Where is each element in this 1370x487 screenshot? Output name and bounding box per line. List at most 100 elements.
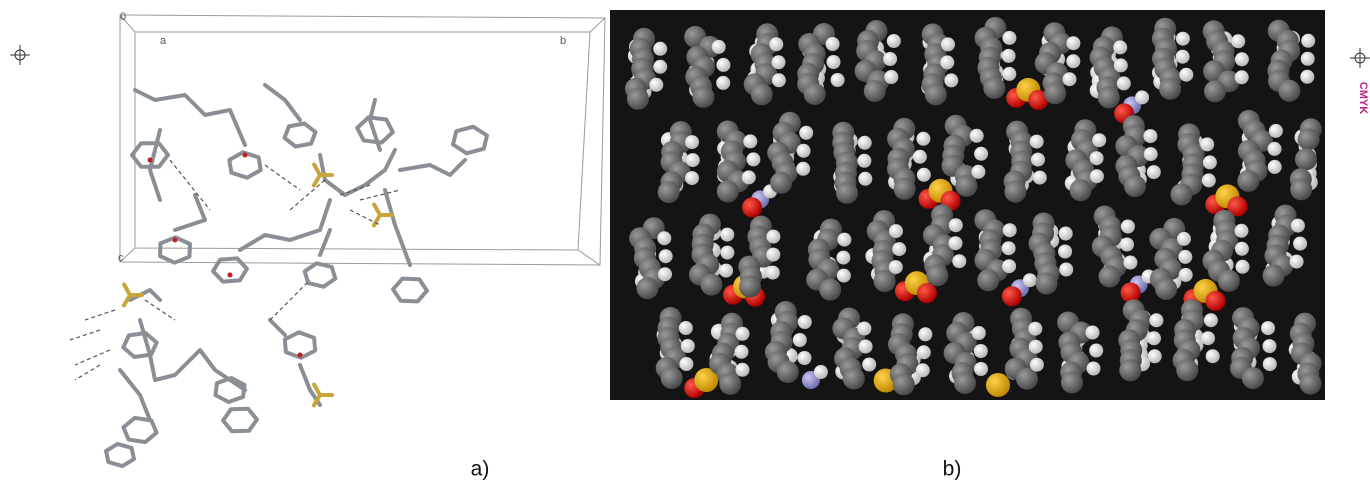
- atom: [916, 132, 930, 146]
- atom: [1179, 268, 1193, 282]
- atom: [1263, 339, 1277, 353]
- atom: [1231, 34, 1245, 48]
- atom: [804, 83, 826, 105]
- atom: [1030, 135, 1044, 149]
- atom: [843, 368, 865, 390]
- atom: [916, 363, 930, 377]
- atom: [1004, 181, 1026, 203]
- atom: [1301, 52, 1315, 66]
- atom: [681, 339, 695, 353]
- atom: [892, 242, 906, 256]
- atom: [1235, 52, 1249, 66]
- atom: [949, 236, 963, 250]
- atom: [736, 363, 750, 377]
- atom: [1291, 219, 1305, 233]
- crosshair-left: [10, 45, 30, 65]
- atom: [1092, 133, 1106, 147]
- centroid: [148, 158, 153, 163]
- atom: [917, 168, 931, 182]
- atom: [983, 77, 1005, 99]
- h-bond: [270, 280, 310, 320]
- atom: [1121, 283, 1141, 303]
- atom: [1159, 78, 1181, 100]
- atom: [1300, 373, 1322, 395]
- sulfonate: [124, 285, 130, 295]
- atom: [926, 264, 948, 286]
- ring: [123, 333, 156, 357]
- atom: [1121, 220, 1135, 234]
- atom: [858, 172, 872, 186]
- atom: [1290, 178, 1312, 200]
- h-bond: [170, 160, 210, 210]
- atom: [1124, 175, 1146, 197]
- bond-chain: [120, 370, 150, 420]
- atom: [1070, 179, 1092, 201]
- atom: [1059, 263, 1073, 277]
- atom: [1028, 322, 1042, 336]
- atom: [719, 264, 733, 278]
- ring: [106, 444, 134, 466]
- atom: [751, 83, 773, 105]
- atom: [949, 218, 963, 232]
- atom: [658, 181, 680, 203]
- atom: [837, 269, 851, 283]
- atom: [700, 274, 722, 296]
- atom: [917, 345, 931, 359]
- atom: [1235, 242, 1249, 256]
- atom: [1036, 273, 1058, 295]
- cell-a-label: a: [160, 35, 167, 47]
- atom: [742, 170, 756, 184]
- atom: [1059, 227, 1073, 241]
- atom: [793, 333, 807, 347]
- atom: [1033, 171, 1047, 185]
- atom: [1066, 36, 1080, 50]
- h-bond: [145, 300, 175, 320]
- atom: [954, 372, 976, 394]
- atom: [1263, 265, 1285, 287]
- atom: [864, 80, 886, 102]
- cell-origin-label: 0: [120, 11, 126, 23]
- atom: [814, 365, 828, 379]
- atom: [1206, 349, 1220, 363]
- atom: [887, 34, 901, 48]
- atom: [1086, 326, 1100, 340]
- h-bond: [360, 190, 400, 200]
- bond-chain: [320, 230, 330, 255]
- atom: [1176, 32, 1190, 46]
- atom: [1204, 80, 1226, 102]
- atom: [955, 175, 977, 197]
- atom: [716, 76, 730, 90]
- atom: [1263, 357, 1277, 371]
- atom: [739, 276, 761, 298]
- atom: [1179, 68, 1193, 82]
- atom: [1030, 358, 1044, 372]
- atom: [1061, 372, 1083, 394]
- centroid: [243, 153, 248, 158]
- atom: [1120, 238, 1134, 252]
- atom: [719, 373, 741, 395]
- atom: [1268, 142, 1282, 156]
- atom: [1002, 67, 1016, 81]
- bond-chain: [400, 160, 465, 175]
- atom: [836, 182, 858, 204]
- bond-chain: [270, 320, 285, 335]
- atom: [941, 37, 955, 51]
- atom: [717, 180, 739, 202]
- atom: [1117, 76, 1131, 90]
- atom: [859, 340, 873, 354]
- atom: [1178, 250, 1192, 264]
- ring: [213, 258, 247, 281]
- atom: [1301, 34, 1315, 48]
- atom: [766, 248, 780, 262]
- atom: [1268, 160, 1282, 174]
- atom: [971, 165, 985, 179]
- atom: [1090, 151, 1104, 165]
- atom: [659, 249, 673, 263]
- h-bond: [85, 310, 115, 320]
- atom: [917, 283, 937, 303]
- atom: [735, 345, 749, 359]
- h-bond: [290, 180, 325, 210]
- atom: [1002, 49, 1016, 63]
- cell-c-label: c: [118, 252, 124, 264]
- sulfonate: [314, 385, 320, 395]
